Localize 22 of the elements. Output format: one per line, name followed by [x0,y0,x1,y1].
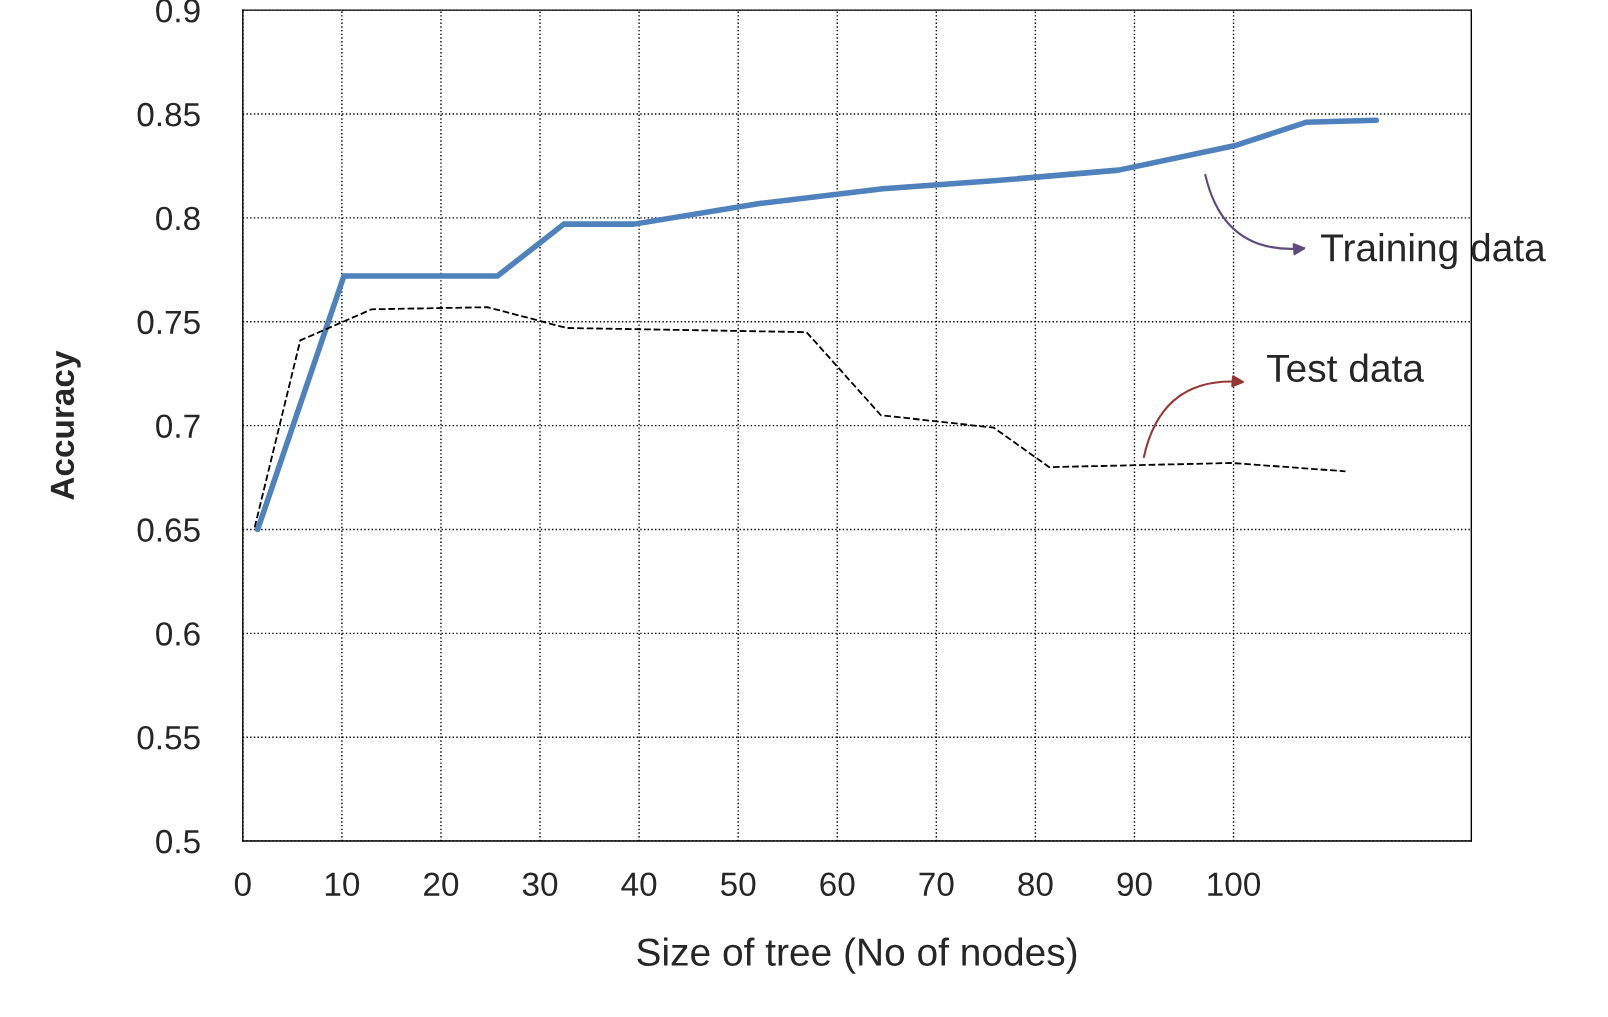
x-tick-label: 30 [522,872,558,897]
y-tick-label: 0.6 [156,622,200,646]
x-tick-label: 0 [234,872,251,897]
x-tick-label: 20 [424,872,459,897]
y-tick-label: 0.85 [137,102,200,127]
x-axis-title: Size of tree (No of nodes) [637,937,1077,974]
x-tick-label: 70 [919,872,954,897]
y-tick-label: 0.55 [137,726,200,750]
y-axis-title: Accuracy [50,350,81,500]
y-tick-label: 0.65 [137,518,200,542]
x-tick-label: 40 [621,872,657,897]
y-tick-label: 0.8 [156,206,200,231]
y-tick-label: 0.5 [156,829,200,854]
x-tick-label: 90 [1117,872,1152,897]
x-tick-label: 10 [325,872,360,897]
x-tick-label: 80 [1018,872,1053,897]
annotation: Test data [1267,353,1424,383]
y-tick-label: 0.75 [137,310,200,335]
x-tick-label: 50 [720,872,756,897]
x-tick-label: 100 [1208,872,1261,897]
x-tick-label: 60 [820,872,855,897]
y-tick-label: 0.7 [156,414,200,439]
